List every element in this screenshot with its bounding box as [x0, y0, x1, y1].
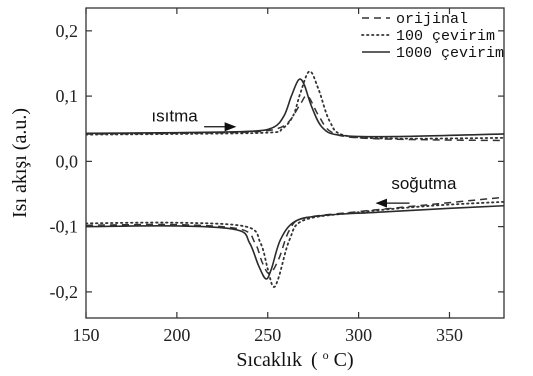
- legend-label-1000-evirim: 1000 çevirim: [396, 45, 504, 62]
- y-tick-label: -0,1: [50, 217, 79, 237]
- series-100-evirim-heating-line: [86, 70, 504, 140]
- series-1000-evirim-heating-line: [86, 78, 504, 138]
- x-tick-label: 200: [163, 325, 190, 345]
- x-tick-label: 250: [254, 325, 281, 345]
- y-axis-title: Isı akışı (a.u.): [9, 108, 31, 218]
- legend-label-100-evirim: 100 çevirim: [396, 28, 495, 45]
- x-tick-label: 300: [345, 325, 372, 345]
- x-axis-unit-superscript: o: [323, 348, 329, 362]
- y-tick-label: 0,0: [56, 151, 79, 171]
- axes-layer: [85, 7, 505, 319]
- series-1000-evirim-cooling-line: [86, 204, 504, 280]
- x-axis-unit-open: (: [311, 349, 318, 371]
- y-tick-label: -0,2: [50, 282, 79, 302]
- x-axis-title-text: Sıcaklık: [236, 349, 302, 371]
- y-tick-label: 0,1: [56, 86, 79, 106]
- y-tick-label: 0,2: [56, 21, 79, 41]
- annotation-cooling-label: soğutma: [391, 174, 457, 193]
- x-axis-unit-close: C): [334, 349, 354, 371]
- x-axis-title: Sıcaklık ( o C): [236, 342, 353, 371]
- series-orijinal-heating-line: [86, 94, 504, 142]
- plot-frame: [85, 7, 505, 319]
- ticks-layer: 150 200 250 300 350 0,2 0,1 0,0 -0,1 -0,2: [50, 8, 504, 345]
- x-tick-label: 350: [436, 325, 463, 345]
- legend-label-orijinal: orijinal: [396, 11, 468, 28]
- series-100-evirim-cooling-line: [86, 200, 504, 288]
- series-layer: [86, 70, 504, 288]
- x-tick-label: 150: [73, 325, 100, 345]
- annotation-layer: ısıtma soğutma: [151, 107, 457, 208]
- annotation-heating-label: ısıtma: [151, 107, 198, 126]
